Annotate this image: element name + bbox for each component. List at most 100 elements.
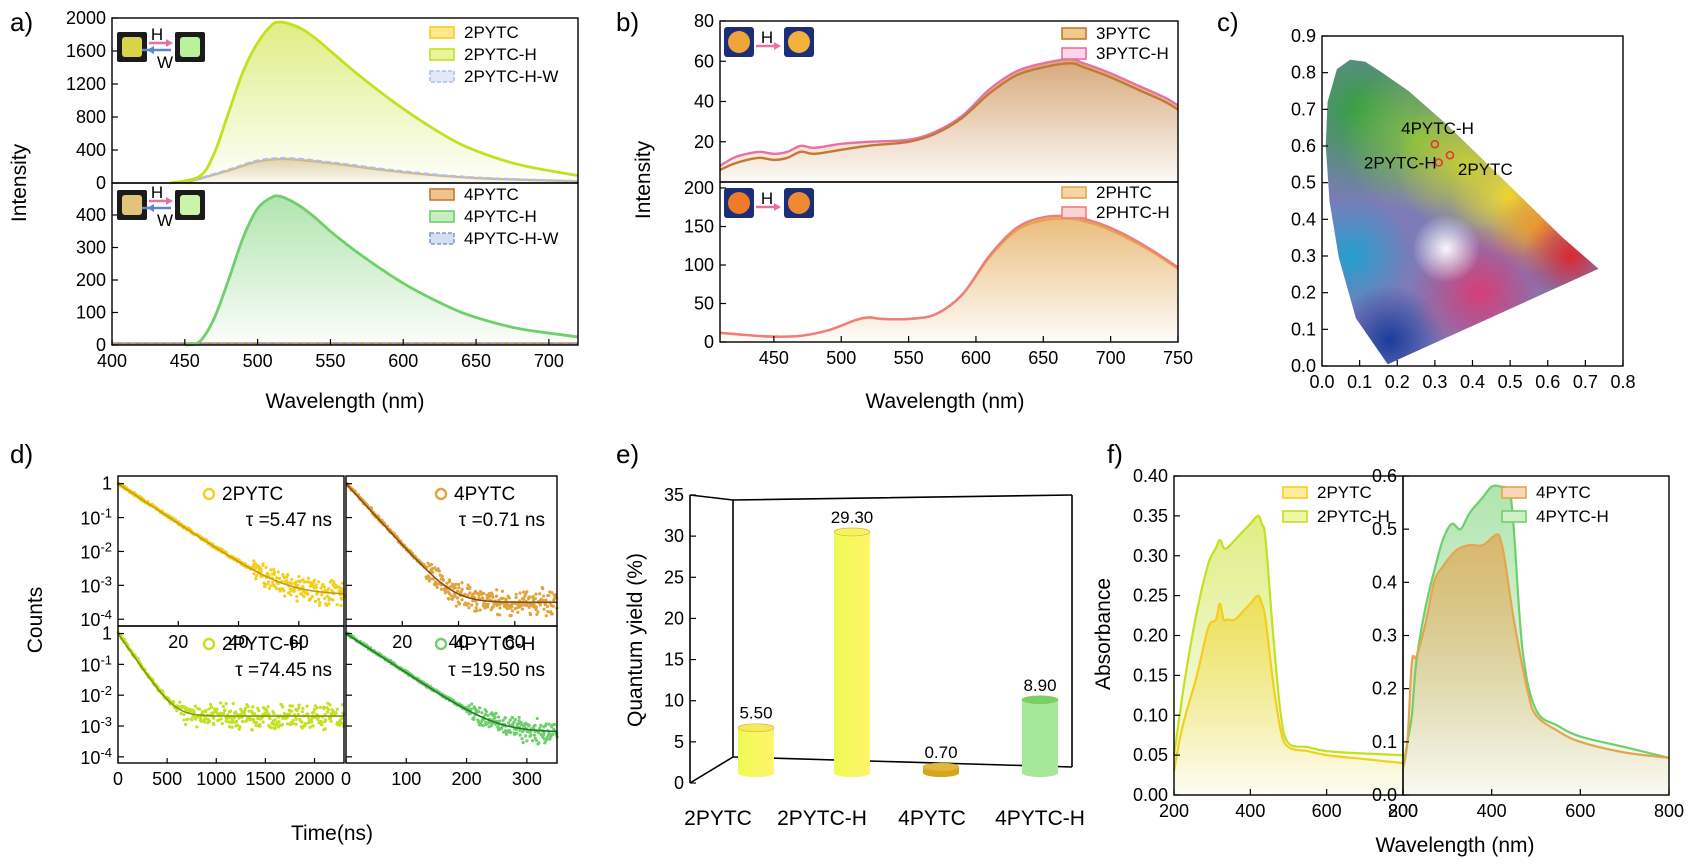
series-area-2PYTC [184, 159, 579, 183]
y-tick-label-c: 0.7 [1291, 99, 1316, 119]
decay-point [514, 595, 518, 600]
series-area-4PYTC [1403, 534, 1669, 795]
decay-point [295, 599, 299, 603]
decay-point [254, 577, 258, 581]
y-tick-label-b-top: 60 [694, 51, 714, 71]
fit-line-4PYTC-H [345, 632, 558, 733]
decay-point [231, 701, 235, 706]
tau-label-2PYTC-H: τ =74.45 ns [235, 660, 332, 681]
decay-point [330, 708, 334, 712]
legend-swatch [429, 232, 455, 245]
tau-label-4PYTC-H: τ =19.50 ns [448, 660, 545, 681]
y-tick-label-e: 0 [674, 773, 684, 793]
bar-4PYTC-H [1022, 699, 1058, 773]
decay-point [477, 709, 481, 714]
panel-label: f) [1107, 439, 1123, 469]
decay-point [527, 605, 531, 609]
decay-point [467, 704, 471, 708]
decay-point [266, 571, 270, 575]
decay-point [306, 712, 310, 716]
decay-point [500, 589, 505, 593]
x-tick-label-f: 600 [1565, 801, 1595, 821]
arrow-h-head [166, 39, 173, 47]
decay-point [520, 607, 525, 611]
y-tick-label-e: 30 [664, 526, 684, 546]
decay-point [468, 586, 472, 590]
decay-point [510, 609, 515, 613]
x-tick-label-d-top: 20 [168, 632, 188, 652]
cie-label-4PYTC-H: 4PYTC-H [1401, 119, 1474, 138]
y-tick-label-c: 0.8 [1291, 63, 1316, 83]
decay-point [275, 587, 279, 591]
decay-point [318, 705, 322, 710]
y-tick-label-a-top: 2000 [66, 8, 106, 28]
decay-point [445, 581, 449, 585]
decay-point [296, 583, 300, 588]
y-tick-label-a-top: 1200 [66, 74, 106, 94]
decay-point [192, 710, 196, 714]
decay-point [208, 702, 213, 707]
decay-point [501, 718, 505, 723]
decay-point [227, 720, 231, 724]
y-tick-label-c: 0.4 [1291, 209, 1316, 229]
decay-point [533, 723, 537, 727]
x-axis-label-f: Wavelength (nm) [1375, 834, 1534, 857]
y-tick-label-f: 0.1 [1372, 732, 1397, 752]
decay-point [272, 712, 276, 716]
x-tick-label-c: 0.0 [1309, 372, 1334, 392]
decay-point [235, 719, 239, 724]
decay-point [534, 605, 538, 609]
x-tick-label-a: 700 [534, 351, 564, 371]
decay-point [323, 727, 327, 731]
arrow-h-head [774, 42, 781, 50]
y-tick-label-f: 0.00 [1133, 785, 1168, 805]
plot-frame-a-bottom [111, 182, 579, 346]
plot-frame-d-2PYTC-H [117, 625, 345, 764]
decay-point [466, 583, 470, 587]
decay-point [429, 562, 434, 567]
decay-point [312, 707, 316, 712]
y-tick-label-d: 1 [102, 624, 112, 644]
x-category-label-4PYTC-H: 4PYTC-H [995, 807, 1085, 830]
decay-point [501, 596, 506, 600]
y-tick-label-c: 0.6 [1291, 136, 1316, 156]
decay-point [547, 722, 551, 726]
inset-label-h: H [151, 25, 163, 44]
y-tick-label-f: 0.3 [1372, 626, 1397, 646]
decay-point [277, 576, 282, 580]
decay-point [255, 574, 259, 578]
y-tick-label-f: 0.05 [1133, 745, 1168, 765]
decay-point [453, 594, 457, 598]
decay-point [230, 721, 234, 725]
decay-point [340, 581, 345, 585]
decay-point [530, 739, 535, 743]
legend-label-4PYTC-H: 4PYTC-H [464, 207, 537, 226]
y-tick-label-f: 0.20 [1133, 626, 1168, 646]
decay-point [246, 704, 250, 709]
decay-point [328, 703, 332, 707]
decay-point [301, 706, 305, 711]
bar-top-2PYTC-H [833, 527, 871, 537]
legend-label-4PYTC: 4PYTC [454, 484, 515, 505]
decay-point [190, 718, 194, 722]
decay-point [204, 708, 208, 713]
series-line-4PYTC-H [184, 194, 579, 347]
decay-point [195, 715, 199, 719]
x-tick-label-b: 600 [961, 348, 991, 368]
decay-point [289, 593, 293, 597]
decay-point [310, 594, 314, 599]
y-tick-label-a-bottom: 100 [76, 303, 106, 323]
inset-label-w: W [157, 53, 173, 72]
decay-point [300, 710, 304, 714]
x-tick-label-f: 200 [1159, 801, 1189, 821]
decay-point [474, 599, 478, 603]
decay-point [312, 710, 316, 714]
cie-label-2PYTC: 2PYTC [1458, 160, 1513, 179]
decay-point [433, 566, 437, 570]
bar-value-label-4PYTC: 0.70 [924, 743, 957, 762]
decay-point [340, 721, 344, 725]
y-tick-label-f: 0.30 [1133, 546, 1168, 566]
decay-point [538, 726, 542, 731]
x-tick-label-a: 500 [243, 351, 273, 371]
